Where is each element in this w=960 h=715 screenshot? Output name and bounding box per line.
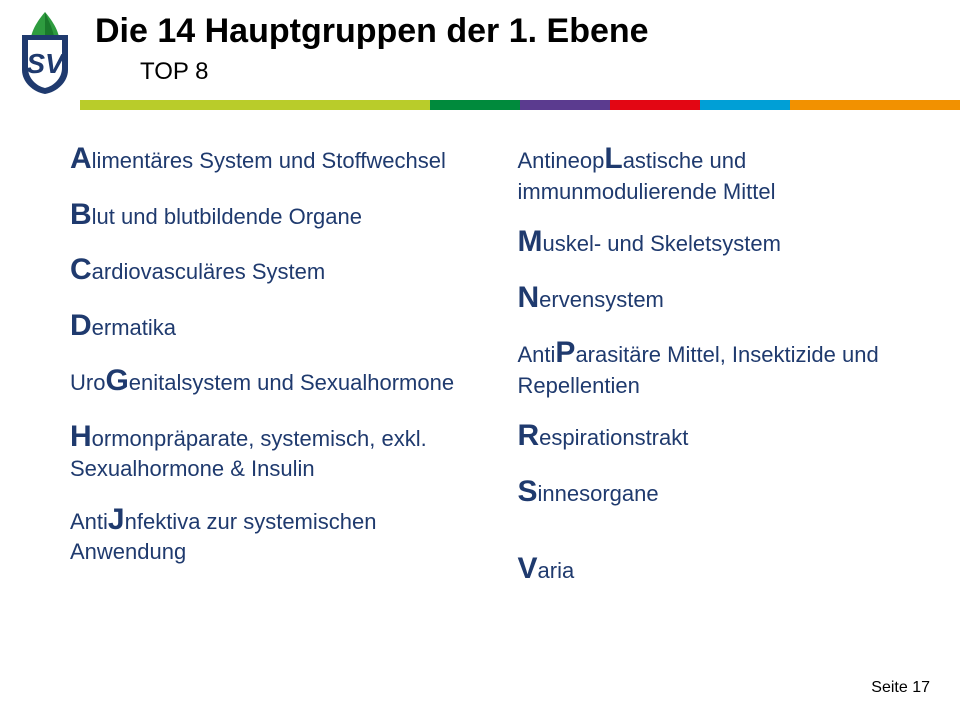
item-text: ardiovasculäres System: [92, 259, 326, 284]
list-item: Alimentäres System und Stoffwechsel: [70, 140, 473, 178]
item-text: lut und blutbildende Organe: [92, 204, 362, 229]
item-text: aria: [538, 558, 575, 583]
right-column: AntineopLastische und immunmodulierende …: [518, 140, 921, 588]
page-footer: Seite 17: [871, 679, 930, 697]
item-letter: H: [70, 420, 92, 453]
item-letter: B: [70, 198, 92, 231]
item-text: ervensystem: [539, 287, 664, 312]
page-title: Die 14 Hauptgruppen der 1. Ebene: [95, 12, 649, 51]
color-segment: [520, 100, 610, 110]
color-segment: [430, 100, 520, 110]
item-letter: G: [105, 364, 128, 397]
item-letter: D: [70, 309, 92, 342]
list-item: Sinnesorgane: [518, 473, 921, 511]
item-text: ermatika: [92, 315, 176, 340]
list-item: Blut und blutbildende Organe: [70, 196, 473, 234]
item-letter: M: [518, 225, 543, 258]
list-item: Muskel- und Skeletsystem: [518, 223, 921, 261]
item-prefix: Uro: [70, 370, 105, 395]
item-letter: P: [555, 336, 575, 369]
list-item: AntineopLastische und immunmodulierende …: [518, 140, 921, 205]
list-item: AntiParasitäre Mittel, Insektizide und R…: [518, 334, 921, 399]
item-prefix: Anti: [70, 509, 108, 534]
item-letter: V: [518, 552, 538, 585]
item-letter: S: [518, 475, 538, 508]
list-item: Respirationstrakt: [518, 417, 921, 455]
list-item: Cardiovasculäres System: [70, 251, 473, 289]
list-item: Hormonpräparate, systemisch, exkl. Sexua…: [70, 418, 473, 483]
list-item: Dermatika: [70, 307, 473, 345]
color-segment: [700, 100, 790, 110]
color-segment: [610, 100, 700, 110]
list-item: UroGenitalsystem und Sexualhormone: [70, 362, 473, 400]
item-prefix: Anti: [518, 342, 556, 367]
item-text: enitalsystem und Sexualhormone: [129, 370, 454, 395]
item-text: uskel- und Skeletsystem: [543, 231, 781, 256]
item-text: limentäres System und Stoffwechsel: [92, 148, 446, 173]
item-letter: N: [518, 281, 540, 314]
content-area: Alimentäres System und StoffwechselBlut …: [70, 140, 920, 588]
item-prefix: Antineop: [518, 148, 605, 173]
color-bar: [80, 100, 960, 110]
list-item: Nervensystem: [518, 279, 921, 317]
color-segment: [80, 100, 430, 110]
item-text: espirationstrakt: [539, 425, 688, 450]
list-item: Varia: [518, 550, 921, 588]
list-item: AntiJnfektiva zur systemischen Anwendung: [70, 501, 473, 566]
item-letter: A: [70, 142, 92, 175]
svg-text:SV: SV: [26, 48, 66, 79]
item-letter: L: [604, 142, 622, 175]
item-letter: J: [108, 503, 125, 536]
item-letter: R: [518, 419, 540, 452]
item-text: innesorgane: [538, 481, 659, 506]
color-segment: [790, 100, 960, 110]
page-subtitle: TOP 8: [140, 58, 208, 86]
item-text: ormonpräparate, systemisch, exkl. Sexual…: [70, 426, 427, 482]
left-column: Alimentäres System und StoffwechselBlut …: [70, 140, 473, 588]
item-letter: C: [70, 253, 92, 286]
sv-logo: SV: [10, 10, 80, 95]
